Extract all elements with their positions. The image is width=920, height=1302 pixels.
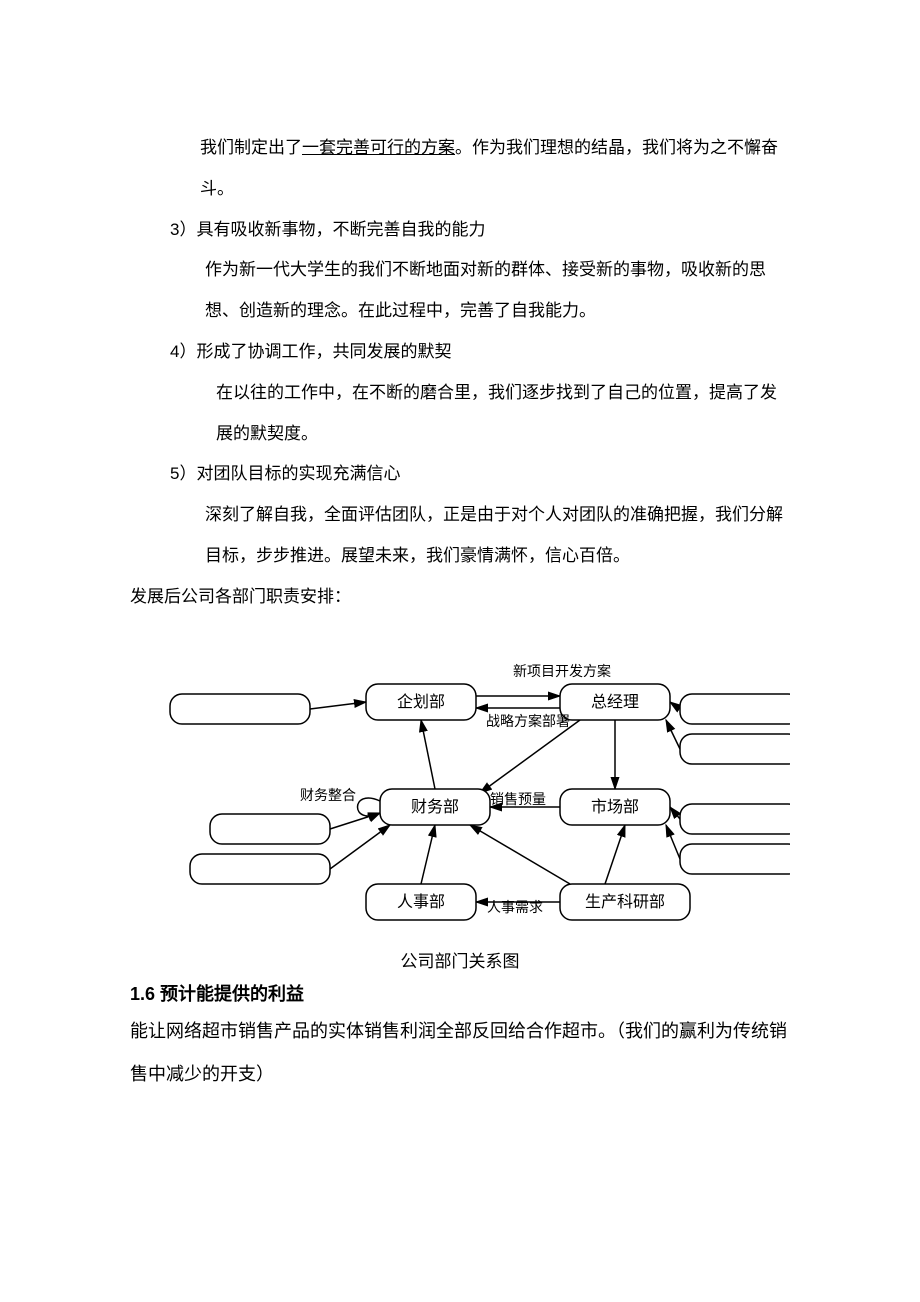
svg-text:财务整合: 财务整合 — [300, 787, 356, 803]
org-diagram: 企划部 总经理财务部 市场部人事部 生产科研部 新项目开发方案战略方案部署销售预量 财务整… — [130, 654, 790, 939]
svg-text:生产科研部: 生产科研部 — [585, 893, 665, 911]
list-heading-5: 5）对团队目标的实现充满信心 — [130, 454, 790, 495]
text-underlined: 一套完善可行的方案 — [302, 138, 455, 157]
paragraph-intro: 我们制定出了一套完善可行的方案。作为我们理想的结晶，我们将为之不懈奋斗。 — [130, 128, 790, 210]
list-heading-3: 3）具有吸收新事物，不断完善自我的能力 — [130, 210, 790, 251]
paragraph-1-6: 能让网络超市销售产品的实体销售利润全部反回给合作超市。（我们的赢利为传统销售中减… — [130, 1010, 790, 1096]
svg-text:人事需求: 人事需求 — [487, 899, 543, 915]
svg-text:销售预量: 销售预量 — [490, 791, 546, 807]
svg-text:战略方案部署: 战略方案部署 — [486, 713, 570, 729]
section-heading-1-6: 1.6 预计能提供的利益 — [130, 980, 790, 1006]
svg-text:新项目开发方案: 新项目开发方案 — [513, 663, 611, 679]
text-run: 我们制定出了 — [200, 138, 302, 157]
list-heading-4: 4）形成了协调工作，共同发展的默契 — [130, 332, 790, 373]
diagram-caption: 公司部门关系图 — [130, 947, 790, 972]
svg-text:市场部: 市场部 — [591, 798, 639, 816]
svg-text:人事部: 人事部 — [397, 893, 445, 911]
document-page: 我们制定出了一套完善可行的方案。作为我们理想的结晶，我们将为之不懈奋斗。 3）具… — [0, 0, 920, 1156]
paragraph-5: 深刻了解自我，全面评估团队，正是由于对个人对团队的准确把握，我们分解目标，步步推… — [130, 495, 790, 577]
org-diagram-svg: 企划部 总经理财务部 市场部人事部 生产科研部 新项目开发方案战略方案部署销售预量 财务整… — [130, 654, 790, 934]
svg-text:企划部: 企划部 — [397, 693, 445, 711]
svg-text:总经理: 总经理 — [591, 693, 639, 711]
paragraph-dept-intro: 发展后公司各部门职责安排： — [130, 577, 790, 618]
svg-text:财务部: 财务部 — [411, 798, 459, 816]
paragraph-3: 作为新一代大学生的我们不断地面对新的群体、接受新的事物，吸收新的思想、创造新的理… — [130, 250, 790, 332]
paragraph-4: 在以往的工作中，在不断的磨合里，我们逐步找到了自己的位置，提高了发展的默契度。 — [130, 373, 790, 455]
